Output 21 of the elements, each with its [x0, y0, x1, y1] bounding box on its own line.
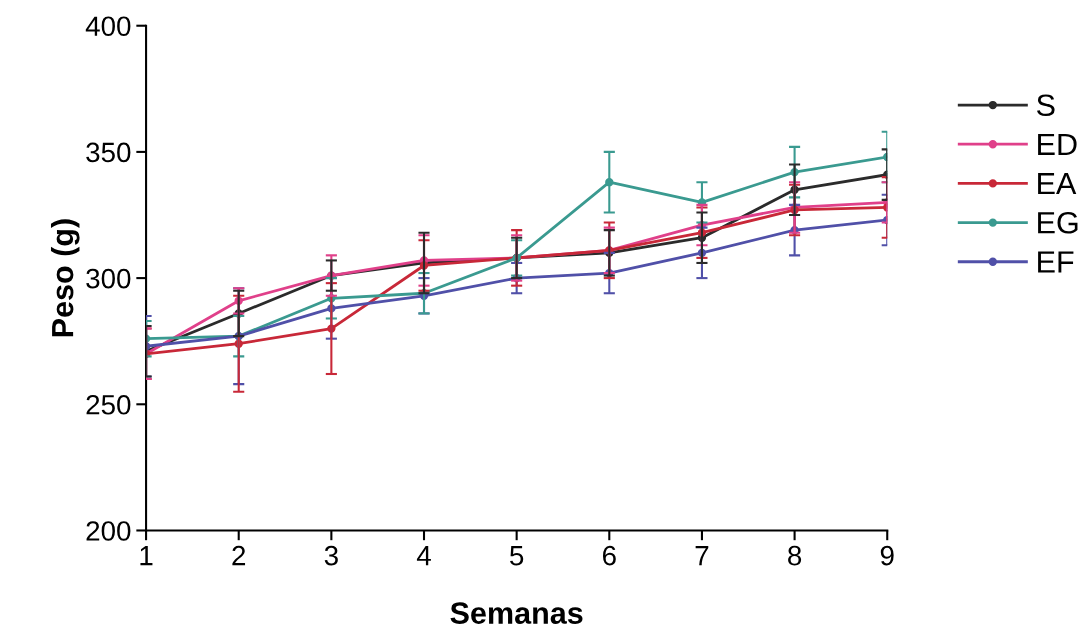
- x-tick-label: 8: [788, 545, 802, 566]
- x-tick-label: 7: [695, 546, 709, 566]
- x-tick-label: 9: [880, 545, 894, 566]
- y-tick-label: 300: [86, 268, 131, 289]
- x-tick-label: 3: [324, 545, 338, 566]
- x-axis-title: Semanas: [450, 602, 583, 624]
- x-tick-label: 2: [232, 545, 246, 566]
- x-tick-label: 4: [416, 546, 431, 566]
- x-tick-label: 5: [510, 546, 524, 566]
- y-tick-label: 250: [86, 394, 131, 415]
- y-tick-label: 350: [86, 142, 131, 163]
- y-tick-label: 200: [86, 521, 131, 541]
- y-tick-label: 400: [85, 16, 131, 37]
- legend-label: EF: [1038, 251, 1074, 273]
- legend-label: S: [1036, 94, 1055, 117]
- y-axis-title: Peso (g): [50, 219, 80, 337]
- legend-label: ED: [1038, 133, 1077, 155]
- legend-label: EA: [1038, 173, 1077, 195]
- legend-label: EG: [1038, 211, 1078, 234]
- x-tick-label: 6: [602, 545, 616, 566]
- x-tick-label: 1: [140, 546, 153, 566]
